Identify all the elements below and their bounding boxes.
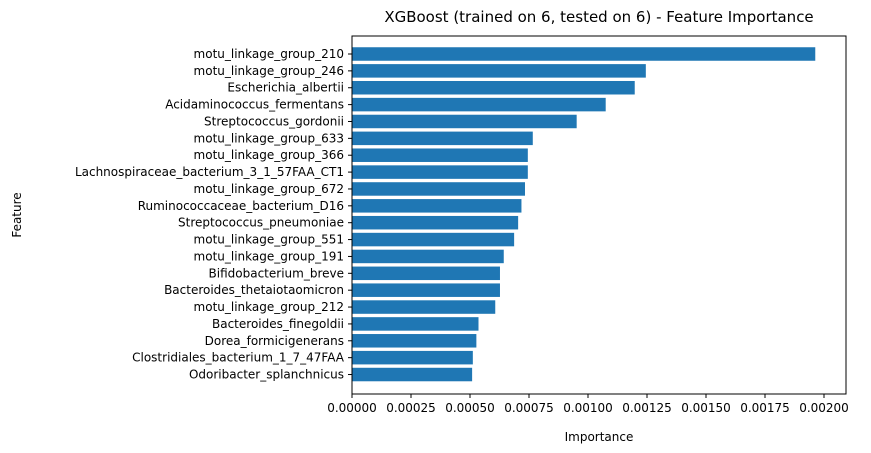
bar-motu-linkage-group-191 <box>352 249 504 264</box>
y-tick-label: motu_linkage_group_551 <box>194 233 344 247</box>
y-tick-label: motu_linkage_group_366 <box>194 148 344 162</box>
bar-motu-linkage-group-672 <box>352 182 525 196</box>
bar-bifidobacterium-breve <box>352 266 500 281</box>
bar-bacteroides-thetaiotaomicron <box>352 283 500 297</box>
y-tick-label: Escherichia_albertii <box>227 81 344 95</box>
y-tick-label: Odoribacter_splanchnicus <box>189 368 344 382</box>
bar-motu-linkage-group-210 <box>352 47 816 61</box>
y-tick-label: Ruminococcaceae_bacterium_D16 <box>138 199 344 213</box>
y-tick-label: Streptococcus_pneumoniae <box>178 216 344 230</box>
chart-title: XGBoost (trained on 6, tested on 6) - Fe… <box>384 8 813 26</box>
y-tick-label: motu_linkage_group_191 <box>194 249 344 263</box>
x-tick-label: 0.00025 <box>386 401 436 415</box>
y-tick-label: motu_linkage_group_633 <box>194 131 344 145</box>
bar-dorea-formicigenerans <box>352 334 477 348</box>
y-tick-label: Lachnospiraceae_bacterium_3_1_57FAA_CT1 <box>75 165 344 179</box>
y-tick-label: Bifidobacterium_breve <box>209 266 344 280</box>
x-axis-ticks: 0.00000 0.00025 0.00050 0.00075 0.00100 0.001… <box>327 394 849 415</box>
x-tick-label: 0.00100 <box>563 401 613 415</box>
bar-odoribacter-splanchnicus <box>352 367 473 382</box>
x-tick-label: 0.00175 <box>740 401 790 415</box>
y-tick-label: Dorea_formicigenerans <box>205 334 344 348</box>
bar-ruminococcaceae-bacterium-d16 <box>352 199 522 213</box>
x-axis-label: Importance <box>565 430 634 444</box>
y-tick-label: Bacteroides_finegoldii <box>212 317 344 331</box>
bar-motu-linkage-group-246 <box>352 64 646 78</box>
y-tick-label: Clostridiales_bacterium_1_7_47FAA <box>132 351 345 365</box>
y-tick-label: Streptococcus_gordonii <box>204 114 344 128</box>
plot-frame <box>351 35 847 395</box>
x-tick-label: 0.00200 <box>799 401 849 415</box>
x-tick-label: 0.00050 <box>445 401 495 415</box>
y-tick-label: Acidaminococcus_fermentans <box>165 98 344 112</box>
bar-bacteroides-finegoldii <box>352 317 479 331</box>
bars-group <box>352 47 816 382</box>
bar-streptococcus-pneumoniae <box>352 215 519 230</box>
bar-acidaminococcus-fermentans <box>352 97 606 112</box>
y-tick-label: Bacteroides_thetaiotaomicron <box>164 283 344 297</box>
y-axis-ticks: motu_linkage_group_210 motu_linkage_group… <box>75 47 352 382</box>
y-tick-label: motu_linkage_group_210 <box>194 47 344 61</box>
bar-motu-linkage-group-551 <box>352 232 515 247</box>
y-tick-label: motu_linkage_group_212 <box>194 300 344 314</box>
bar-motu-linkage-group-633 <box>352 131 533 146</box>
bar-motu-linkage-group-366 <box>352 148 528 162</box>
bar-lachnospiraceae-bacterium-3-1-57faa-ct1 <box>352 165 528 179</box>
bar-escherichia-albertii <box>352 80 635 95</box>
x-tick-label: 0.00150 <box>681 401 731 415</box>
x-tick-label: 0.00125 <box>622 401 672 415</box>
x-tick-label: 0.00075 <box>504 401 554 415</box>
bar-motu-linkage-group-212 <box>352 300 496 314</box>
y-tick-label: motu_linkage_group_672 <box>194 182 344 196</box>
bar-streptococcus-gordonii <box>352 114 577 129</box>
bar-clostridiales-bacterium-1-7-47faa <box>352 350 473 365</box>
y-axis-label: Feature <box>10 192 24 237</box>
x-tick-label: 0.00000 <box>327 401 377 415</box>
y-tick-label: motu_linkage_group_246 <box>194 64 344 78</box>
